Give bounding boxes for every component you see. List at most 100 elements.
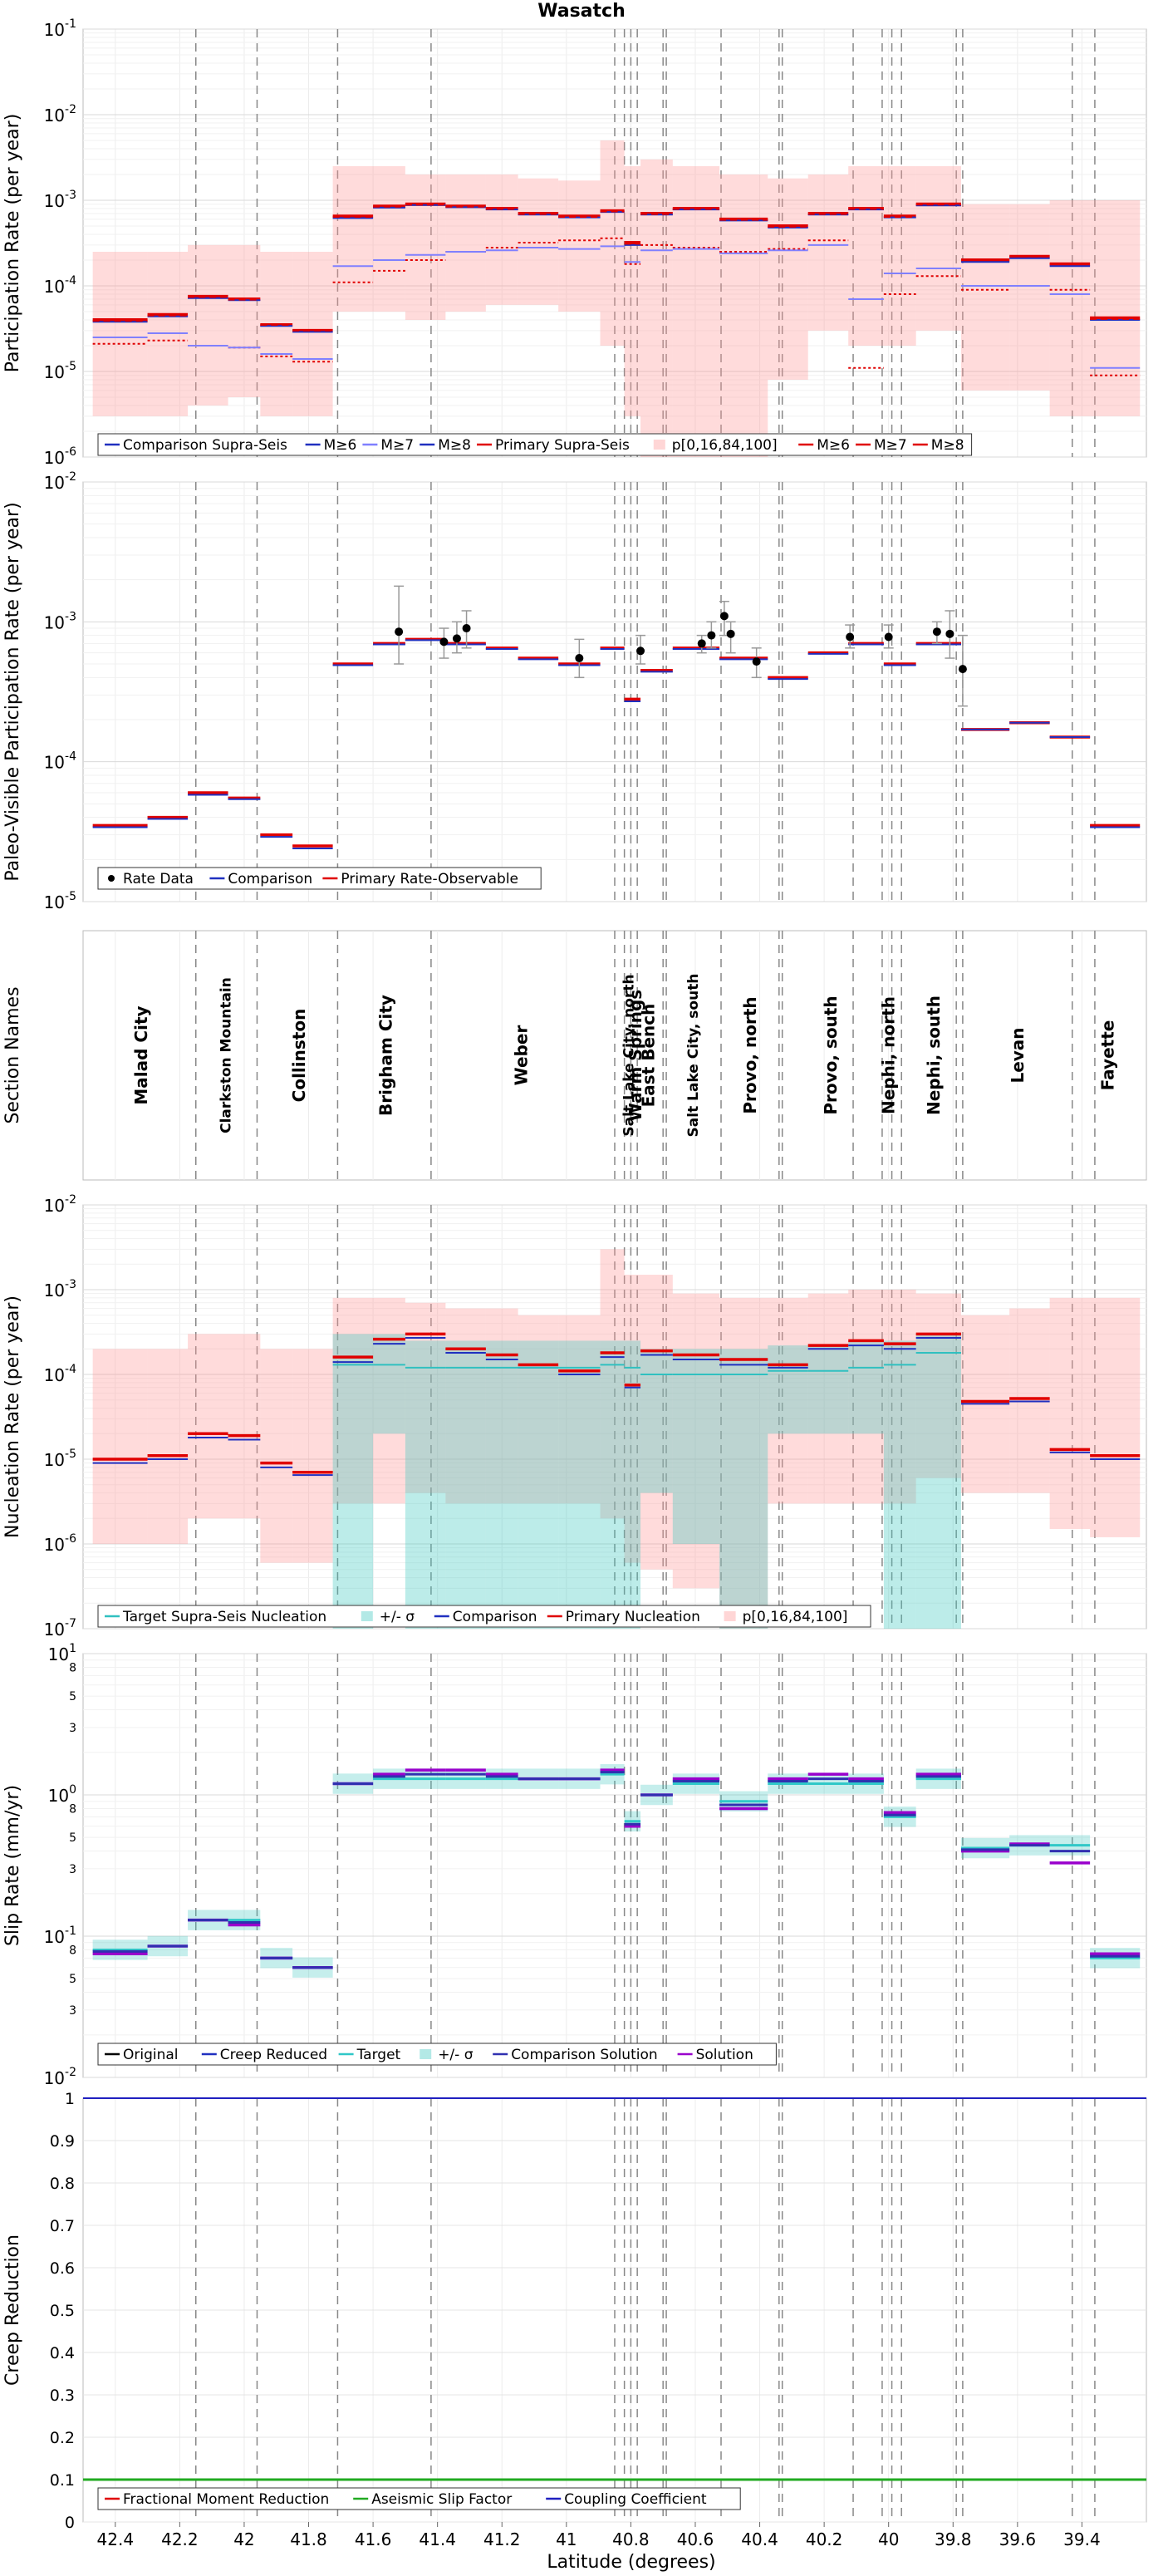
y-tick-label: 10-4 <box>44 750 77 773</box>
percentile-band <box>960 204 1010 391</box>
rate-data-point <box>439 637 449 646</box>
y-tick-label: 10-1 <box>44 17 76 40</box>
percentile-band <box>147 1349 189 1544</box>
y-tick-label: 0.1 <box>50 2471 75 2490</box>
rate-data-point <box>395 627 404 637</box>
x-tick-label: 41.8 <box>290 2529 327 2549</box>
percentile-band <box>558 180 601 312</box>
x-tick-label: 40.8 <box>612 2529 650 2549</box>
legend-label: M≥6 <box>817 437 850 454</box>
percentile-band <box>445 174 486 312</box>
legend-marker <box>653 440 665 450</box>
percentile-band <box>1009 204 1050 391</box>
percentile-band <box>600 1249 625 1519</box>
percentile-band <box>228 1334 261 1519</box>
legend-label: Comparison Supra-Seis <box>123 437 287 454</box>
y-tick-label: 10-2 <box>44 103 76 125</box>
rate-data-point <box>575 654 584 663</box>
x-tick-label: 40.4 <box>741 2529 778 2549</box>
y-minor-tick-label: 8 <box>69 1802 76 1816</box>
legend-label: +/- σ <box>380 1609 415 1625</box>
legend-box <box>97 2487 741 2510</box>
y-tick-label: 10-2 <box>44 1193 76 1216</box>
panel-nucleation: 10-7 10-6 10-5 10-4 10-3 10-2 Nucleation Rate … <box>2 1193 1147 1639</box>
section-name: Malad City <box>131 1005 151 1104</box>
sigma-band <box>558 1340 601 1629</box>
rate-data-point <box>719 612 729 621</box>
percentile-band <box>640 159 673 457</box>
legend-box <box>97 867 542 890</box>
y-tick-label: 10-6 <box>44 1532 77 1555</box>
rate-data-point <box>945 629 954 638</box>
percentile-band <box>848 166 884 346</box>
percentile-band <box>600 140 625 346</box>
y-minor-tick-label: 3 <box>69 1863 76 1876</box>
percentile-band <box>518 1315 559 1504</box>
section-name: Warm Springs <box>626 990 645 1121</box>
percentile-band <box>915 1293 961 1478</box>
y-minor-tick-label: 5 <box>69 1973 76 1986</box>
legend-label: Primary Nucleation <box>566 1609 700 1625</box>
section-name: Salt Lake City, south <box>685 974 702 1138</box>
y-tick-label: 10-5 <box>44 890 76 912</box>
x-tick-label: 39.4 <box>1063 2529 1101 2549</box>
y-tick-label: 0.8 <box>50 2175 75 2193</box>
y-tick-label: 10-4 <box>44 1363 77 1385</box>
y-tick-label: 1 <box>65 2090 75 2108</box>
percentile-band <box>260 1349 293 1563</box>
y-axis-label: Nucleation Rate (per year) <box>2 1295 23 1538</box>
x-axis-label: Latitude (degrees) <box>547 2552 715 2573</box>
percentile-band <box>92 252 148 416</box>
sigma-band <box>883 1340 916 1629</box>
sigma-band <box>624 1340 641 1629</box>
percentile-band <box>624 166 641 416</box>
x-tick-label: 41.4 <box>419 2529 456 2549</box>
rate-data-point <box>462 624 471 633</box>
sigma-band <box>672 1349 720 1544</box>
section-name: Levan <box>1008 1027 1028 1083</box>
y-tick-label: 10-2 <box>44 2066 76 2088</box>
rate-data-point <box>884 632 893 642</box>
percentile-band <box>672 1293 720 1589</box>
x-tick-label: 42.2 <box>161 2529 199 2549</box>
percentile-band <box>373 166 405 312</box>
x-tick-label: 41.2 <box>483 2529 521 2549</box>
panel-participation: 10-6 10-5 10-4 10-3 10-2 10-1 Participation Ra… <box>2 17 1147 468</box>
percentile-band <box>1049 1297 1091 1530</box>
legend-marker <box>420 2049 432 2059</box>
y-tick-label: 0 <box>65 2514 75 2532</box>
x-tick-label: 40.6 <box>677 2529 714 2549</box>
y-tick-label: 10-6 <box>44 445 77 468</box>
percentile-band <box>719 1297 768 1629</box>
legend-label: Primary Rate-Observable <box>341 871 518 887</box>
y-tick-label: 100 <box>48 1783 76 1806</box>
legend-label: M≥6 <box>324 437 357 454</box>
percentile-band <box>1090 1297 1141 1537</box>
plot-area <box>82 930 1147 1181</box>
percentile-band <box>807 174 849 331</box>
y-axis-label: Creep Reduction <box>2 2234 23 2386</box>
section-name: Provo, north <box>740 996 760 1113</box>
y-axis-label: Paleo-Visible Participation Rate (per ye… <box>2 502 23 881</box>
y-minor-tick-label: 8 <box>69 1661 76 1674</box>
y-minor-tick-label: 3 <box>69 2004 76 2018</box>
percentile-band <box>883 1290 916 1504</box>
y-tick-label: 0.4 <box>50 2344 75 2362</box>
legend-box <box>97 433 973 456</box>
legend-label: p[0,16,84,100] <box>672 437 778 454</box>
sigma-band <box>600 1340 625 1629</box>
percentile-band <box>883 166 916 346</box>
sigma-band <box>848 1340 884 1434</box>
legend-box <box>97 1605 871 1628</box>
legend-marker <box>724 1611 736 1621</box>
y-axis-label: Section Names <box>2 986 23 1123</box>
y-tick-label: 101 <box>48 1642 76 1664</box>
x-tick-label: 40.2 <box>806 2529 843 2549</box>
legend-label: Primary Supra-Seis <box>495 437 630 454</box>
sigma-band <box>640 1349 673 1493</box>
y-tick-label: 0.7 <box>50 2217 75 2235</box>
section-name: Provo, south <box>821 995 841 1114</box>
y-tick-label: 0.5 <box>50 2302 75 2320</box>
x-tick-label: 41 <box>556 2529 577 2549</box>
